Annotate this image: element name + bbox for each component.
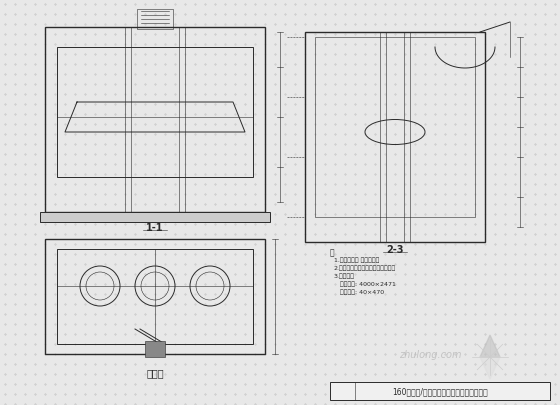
Bar bbox=[57, 48, 253, 177]
Text: 3.地下建筑: 3.地下建筑 bbox=[334, 272, 355, 278]
Text: zhulong.com: zhulong.com bbox=[399, 349, 461, 359]
Polygon shape bbox=[480, 335, 500, 357]
Text: 160立方米/时重力式无阀滤池布置图（一）: 160立方米/时重力式无阀滤池布置图（一） bbox=[392, 386, 488, 396]
Text: 1-1: 1-1 bbox=[146, 222, 164, 232]
Text: 2.未注明的设备管件均为铸铁管件。: 2.未注明的设备管件均为铸铁管件。 bbox=[334, 264, 396, 270]
Bar bbox=[315, 38, 475, 217]
Text: 平面图: 平面图 bbox=[146, 367, 164, 377]
Bar bbox=[45, 28, 265, 213]
Text: 模板尺寸: 4000×2471: 模板尺寸: 4000×2471 bbox=[334, 280, 396, 286]
Polygon shape bbox=[480, 357, 500, 379]
Bar bbox=[137, 10, 173, 30]
Text: 注: 注 bbox=[330, 247, 335, 256]
Bar bbox=[330, 382, 550, 400]
Text: 1.未标注尺寸 单位毫米。: 1.未标注尺寸 单位毫米。 bbox=[334, 256, 379, 262]
Text: 2-3: 2-3 bbox=[386, 244, 404, 254]
Bar bbox=[45, 239, 265, 354]
Bar bbox=[305, 33, 485, 243]
Text: 模板减小: 40×470: 模板减小: 40×470 bbox=[334, 288, 384, 294]
Bar bbox=[57, 249, 253, 344]
Bar bbox=[145, 341, 165, 357]
Bar bbox=[40, 213, 270, 222]
